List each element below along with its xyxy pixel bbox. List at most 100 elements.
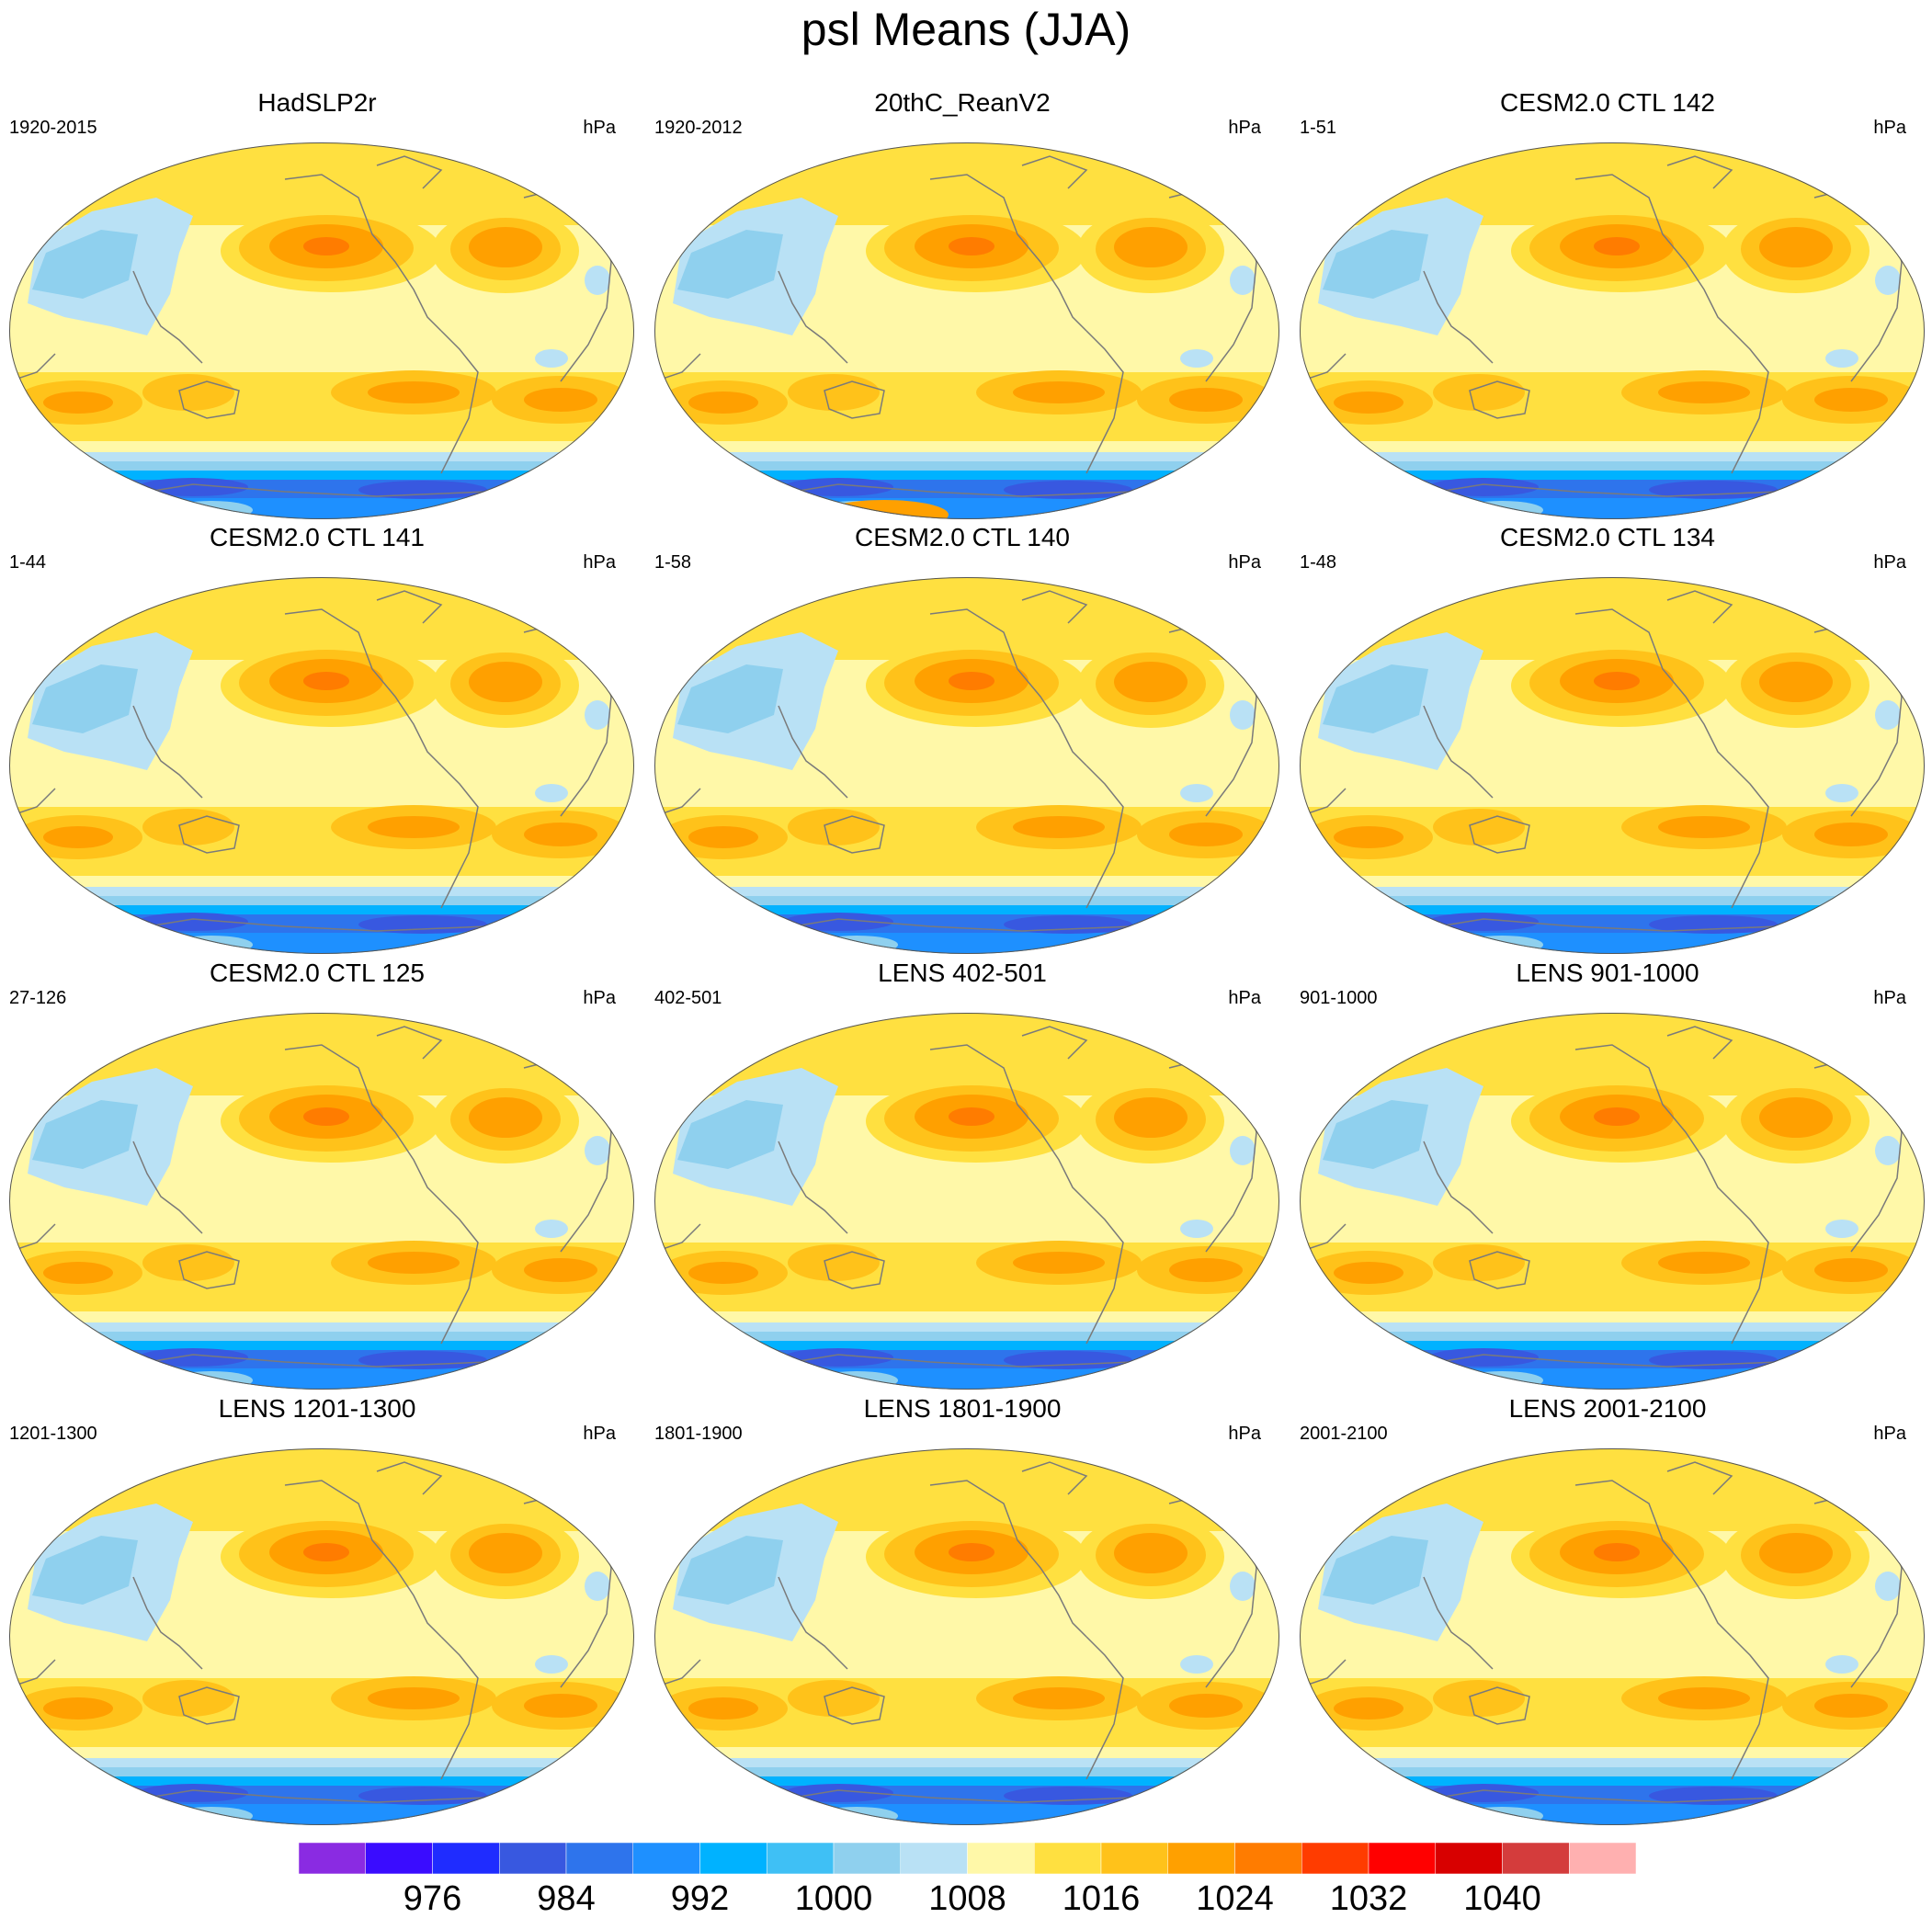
low-pressure-core — [138, 1784, 248, 1802]
panel-period: 27-126 — [9, 988, 67, 1008]
asian-monsoon-low-core — [1323, 664, 1428, 733]
map-outline — [9, 1448, 634, 1825]
high-pressure-cell — [788, 1244, 880, 1281]
azores-high-core — [469, 1097, 542, 1138]
world-map — [9, 142, 634, 519]
panel-period: 1-58 — [654, 552, 692, 573]
coastline — [178, 1251, 240, 1289]
high-pressure-core — [368, 816, 460, 838]
antarctic-plateau — [170, 936, 253, 954]
map-panel: LENS 1201-1300 1201-1300 hPa — [0, 1393, 634, 1825]
high-pressure-core — [1334, 392, 1404, 414]
coastline — [376, 590, 443, 624]
north-pacific-high-core — [949, 672, 994, 690]
coastline — [119, 1354, 488, 1368]
azores-high-core — [469, 1533, 542, 1573]
high-pressure-core — [688, 1697, 758, 1719]
panel-units: hPa — [1873, 988, 1906, 1008]
coastline — [178, 1686, 240, 1725]
panel-period: 1-44 — [9, 552, 47, 573]
coastline — [1021, 155, 1088, 189]
colorbar-swatch — [1234, 1843, 1302, 1874]
low-pressure-core — [783, 913, 893, 931]
colorbar-swatch — [1569, 1843, 1636, 1874]
coastline — [824, 1686, 885, 1725]
low-pressure-patch — [535, 1220, 568, 1238]
azores-high-core — [1759, 1097, 1833, 1138]
low-pressure-core — [1428, 1348, 1539, 1367]
panel-period: 402-501 — [654, 988, 722, 1008]
coastline — [929, 1480, 1087, 1638]
high-pressure-cell — [1433, 374, 1525, 411]
coastline — [1021, 1461, 1088, 1495]
coastline — [929, 608, 1087, 766]
colorbar-tick-label: 1016 — [1062, 1879, 1141, 1918]
high-pressure-core — [1658, 381, 1750, 403]
colorbar-swatch — [967, 1843, 1035, 1874]
low-pressure-core — [783, 478, 893, 496]
coastline — [929, 174, 1087, 332]
coastline — [376, 1026, 443, 1060]
coastline — [1021, 590, 1088, 624]
high-pressure-core — [1658, 1252, 1750, 1274]
high-pressure-core — [1658, 1687, 1750, 1709]
high-pressure-core — [1334, 826, 1404, 848]
colorbar-tick-label: 1032 — [1329, 1879, 1408, 1918]
asian-monsoon-low-core — [677, 1100, 783, 1169]
world-map — [1300, 577, 1925, 954]
coastline — [376, 1461, 443, 1495]
coastline — [1469, 815, 1530, 854]
colorbar-tick-label: 1040 — [1463, 1879, 1541, 1918]
asian-monsoon-low-core — [32, 1536, 138, 1605]
coastline — [440, 1200, 479, 1345]
coastline — [119, 1789, 488, 1803]
panel-units: hPa — [1228, 118, 1261, 138]
map-outline — [9, 1013, 634, 1390]
antarctic-plateau — [815, 1807, 898, 1825]
high-pressure-core — [368, 1687, 460, 1709]
asian-monsoon-low-core — [677, 230, 783, 299]
coastline — [764, 483, 1133, 497]
map-outline — [1300, 1013, 1925, 1390]
coastline — [376, 155, 443, 189]
coastline — [1021, 1026, 1088, 1060]
high-pressure-core — [1169, 823, 1243, 846]
coastline — [1085, 765, 1124, 909]
low-pressure-core — [1428, 913, 1539, 931]
low-pressure-core — [1428, 478, 1539, 496]
colorbar-swatch — [1034, 1843, 1102, 1874]
coastline — [119, 483, 488, 497]
colorbar-swatch — [833, 1843, 901, 1874]
low-pressure-core — [1428, 1784, 1539, 1802]
asian-monsoon-low-core — [1323, 1536, 1428, 1605]
north-pacific-high-core — [949, 1543, 994, 1561]
north-pacific-high-core — [949, 237, 994, 255]
coastline — [1409, 483, 1779, 497]
asian-monsoon-low-core — [677, 1536, 783, 1605]
coastline — [1666, 155, 1733, 189]
panel-title: CESM2.0 CTL 141 — [210, 523, 425, 551]
low-pressure-patch — [1230, 700, 1256, 730]
world-map — [9, 1013, 634, 1390]
world-map — [654, 1448, 1279, 1825]
coastline — [1574, 174, 1733, 332]
coastline — [1731, 1200, 1769, 1345]
high-pressure-cell — [1433, 1244, 1525, 1281]
asian-monsoon-low-core — [1323, 1100, 1428, 1169]
north-pacific-high-core — [303, 237, 349, 255]
low-pressure-patch — [1825, 1220, 1858, 1238]
high-pressure-core — [1013, 816, 1105, 838]
panel-title: LENS 402-501 — [878, 959, 1047, 987]
low-pressure-core — [1649, 1351, 1778, 1369]
panel-units: hPa — [1228, 552, 1261, 573]
map-outline — [1300, 577, 1925, 954]
antarctic-plateau — [815, 1371, 898, 1390]
coastline — [284, 608, 442, 766]
panel-units: hPa — [1873, 1424, 1906, 1444]
panel-period: 2001-2100 — [1300, 1424, 1388, 1444]
map-panel: CESM2.0 CTL 140 1-58 hPa — [645, 522, 1279, 954]
high-pressure-core — [43, 826, 113, 848]
low-pressure-patch — [585, 1572, 610, 1601]
coastline — [778, 1576, 848, 1670]
colorbar-tick-label: 984 — [537, 1879, 596, 1918]
